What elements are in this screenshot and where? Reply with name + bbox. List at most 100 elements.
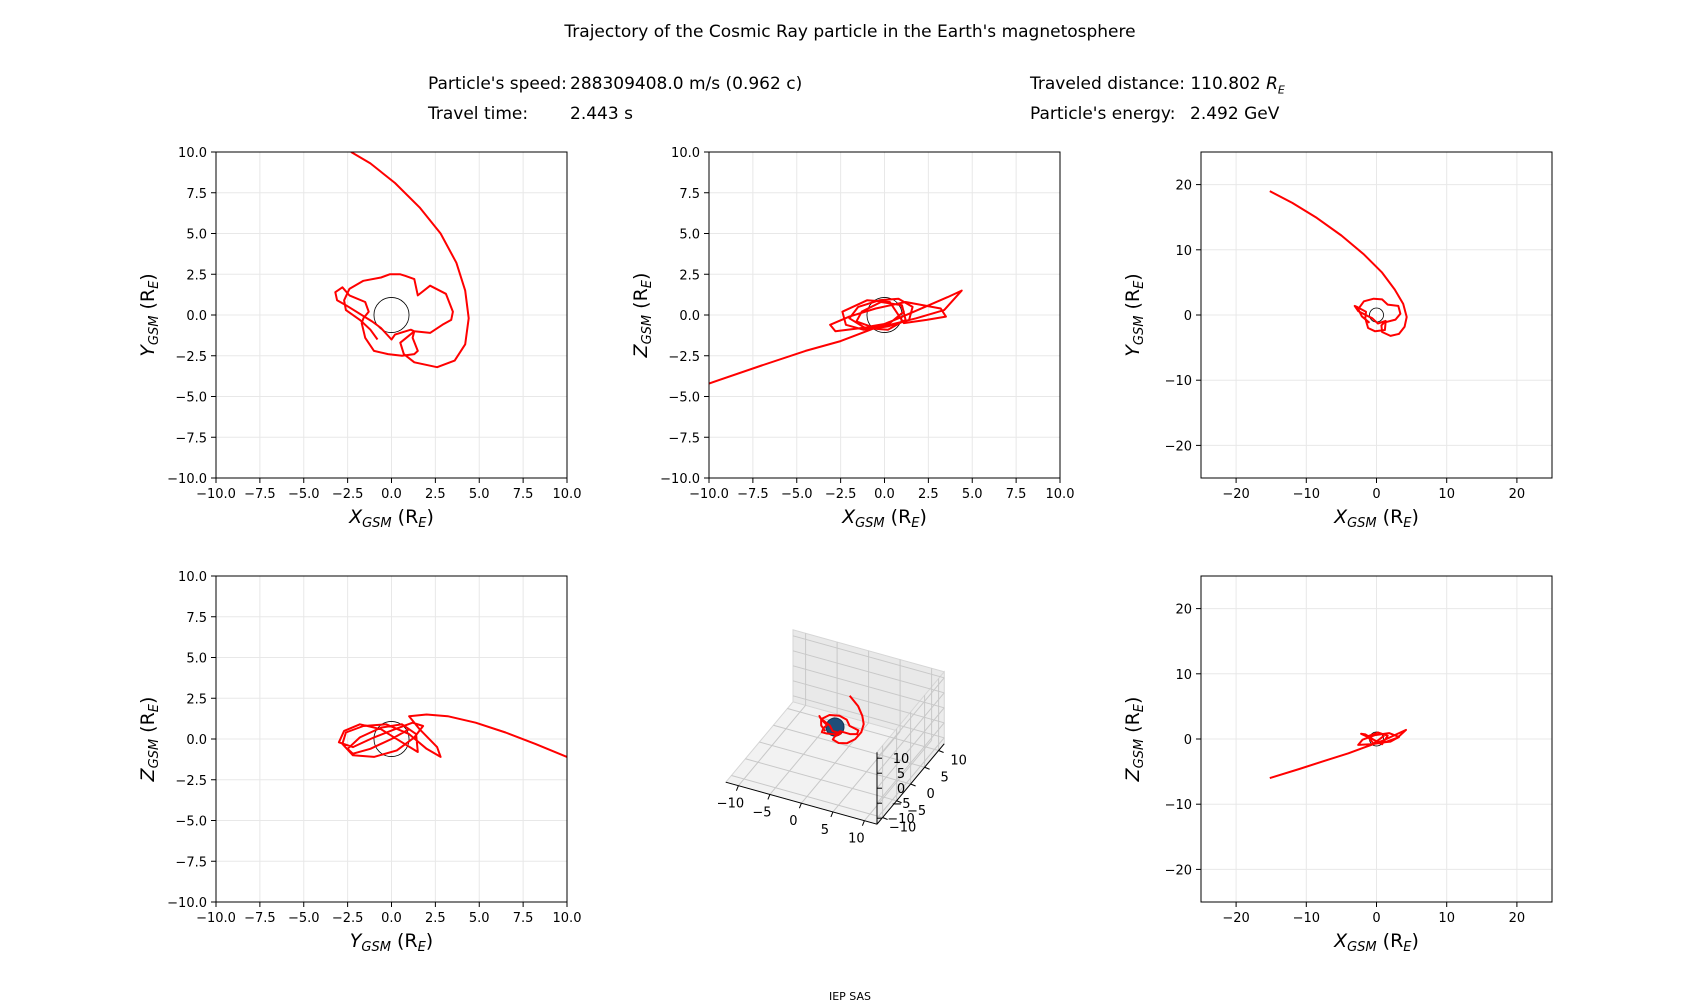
figure-title: Trajectory of the Cosmic Ray particle in…	[564, 22, 1136, 42]
x-tick-label: 5.0	[962, 487, 983, 502]
x-tick-label: 10.0	[553, 911, 582, 926]
trajectory-line	[334, 152, 470, 369]
y-tick-label: 5.0	[186, 652, 207, 667]
y-tick-label: −2.5	[175, 350, 207, 365]
y3d-tick-label: −5	[907, 804, 926, 819]
x3d-tick	[735, 785, 739, 791]
time-value: 2.443 s	[570, 104, 633, 124]
y-axis-label: YGSM (RE)	[1122, 273, 1147, 356]
distance-info: Traveled distance: 110.802 RE	[1030, 74, 1285, 96]
y-tick-label: −7.5	[175, 431, 207, 446]
x3d-tick-label: −10	[717, 797, 744, 812]
grid-3d-z-right	[876, 707, 945, 789]
y3d-tick-label: 5	[940, 770, 948, 785]
plot-panel-3: −20 −10 0 10 20 −20 −10 0 10 20 XGSM (RE) YGSM (RE)	[1122, 151, 1553, 531]
y-axis-label: ZGSM (RE)	[137, 697, 162, 783]
speed-value: 288309408.0 m/s (0.962 c)	[570, 74, 803, 94]
x-tick-label: 10.0	[1046, 487, 1075, 502]
y-tick-label: 20	[1175, 179, 1192, 194]
trajectory-3d-line	[818, 695, 865, 745]
y-tick-label: 7.5	[679, 187, 700, 202]
grid-3d-z-right	[876, 677, 945, 759]
x-axis-label: XGSM (RE)	[1333, 506, 1419, 531]
y-tick-label: 0.0	[186, 733, 207, 748]
plot-panel-2: −10.0 −7.5 −5.0 −2.5 0.0 2.5 5.0 7.5 10.0 −10.0 −7…	[630, 146, 1074, 531]
x-tick-label: −2.5	[332, 487, 364, 502]
x-tick-label: 2.5	[918, 487, 939, 502]
x3d-tick	[830, 811, 834, 818]
y-tick-label: 10.0	[178, 146, 207, 161]
y3d-tick	[924, 766, 930, 770]
y-tick-label: 2.5	[186, 692, 207, 707]
z3d-tick-label: 5	[897, 767, 905, 782]
y-tick-label: −20	[1165, 863, 1192, 878]
y3d-tick-label: 0	[926, 787, 934, 802]
x3d-tick-label: −5	[752, 805, 771, 820]
grid-3d-x	[864, 739, 932, 822]
x-tick-label: −10	[1293, 487, 1320, 502]
x-tick-label: 0.0	[381, 487, 402, 502]
trajectory-line	[1269, 190, 1408, 337]
y3d-tick	[910, 783, 916, 787]
y-tick-label: 5.0	[679, 228, 700, 243]
x-tick-label: −2.5	[825, 487, 857, 502]
x-tick-label: −5.0	[781, 487, 813, 502]
grid-3d-x	[832, 731, 901, 813]
x-tick-label: −10	[1293, 911, 1320, 926]
y3d-tick-label: −10	[889, 821, 916, 836]
y-tick-label: −10	[1165, 798, 1192, 813]
y-tick-label: 10	[1175, 668, 1192, 683]
x-tick-label: 2.5	[425, 487, 446, 502]
earth-outline	[373, 721, 410, 757]
y3d-tick	[938, 750, 944, 753]
y-tick-label: −5.0	[175, 391, 207, 406]
y-tick-label: −2.5	[175, 774, 207, 789]
x-tick-label: 10	[1438, 911, 1455, 926]
y-tick-label: 10.0	[671, 146, 700, 161]
energy-info: Particle's energy: 2.492 GeV	[1030, 104, 1279, 124]
x-tick-label: −7.5	[244, 487, 276, 502]
x3d-tick-label: 0	[789, 814, 797, 829]
x-tick-label: −7.5	[737, 487, 769, 502]
x-tick-label: 7.5	[513, 487, 534, 502]
plot-panel-6: −20 −10 0 10 20 −20 −10 0 10 20 XGSM (RE) ZGSM (RE)	[1122, 575, 1553, 955]
y-tick-label: 2.5	[186, 268, 207, 283]
time-label: Travel time:	[428, 104, 529, 124]
y-axis-label: ZGSM (RE)	[630, 273, 655, 359]
y-axis-label: ZGSM (RE)	[1122, 697, 1147, 783]
x-tick-label: 10	[1438, 487, 1455, 502]
distance-unit-letter: R	[1266, 74, 1278, 94]
x-tick-label: −10.0	[196, 911, 236, 926]
x-tick-label: −7.5	[244, 911, 276, 926]
x-tick-label: 7.5	[513, 911, 534, 926]
time-info: Travel time: 2.443 s	[428, 104, 633, 124]
z3d-tick-label: −10	[887, 812, 914, 827]
grid-3d-y	[759, 741, 911, 785]
y-axis-label: YGSM (RE)	[137, 273, 162, 356]
x-tick-label: 0	[1372, 911, 1380, 926]
distance-value: 110.802	[1190, 74, 1261, 94]
x-tick-label: −10.0	[196, 487, 236, 502]
x-tick-label: 0.0	[874, 487, 895, 502]
x-tick-label: −20	[1222, 487, 1249, 502]
y-tick-label: −10	[1165, 374, 1192, 389]
energy-label: Particle's energy:	[1030, 104, 1176, 124]
y-tick-label: 20	[1175, 603, 1192, 618]
y-tick-label: −2.5	[668, 350, 700, 365]
y-tick-label: 10	[1175, 244, 1192, 259]
y-tick-label: 5.0	[186, 228, 207, 243]
x-tick-label: 0.0	[381, 911, 402, 926]
speed-info: Particle's speed: 288309408.0 m/s (0.962…	[428, 74, 802, 94]
footer-credit: IEP SAS	[828, 990, 872, 1003]
x-tick-label: 10.0	[553, 487, 582, 502]
y-tick-label: −10.0	[660, 472, 700, 487]
x-tick-label: 20	[1509, 487, 1526, 502]
y-tick-label: −20	[1165, 439, 1192, 454]
z3d-tick-label: −5	[891, 797, 910, 812]
speed-label: Particle's speed:	[428, 74, 567, 94]
z3d-tick-label: 10	[893, 752, 910, 767]
y-tick-label: 7.5	[186, 611, 207, 626]
y-tick-label: 0.0	[679, 309, 700, 324]
